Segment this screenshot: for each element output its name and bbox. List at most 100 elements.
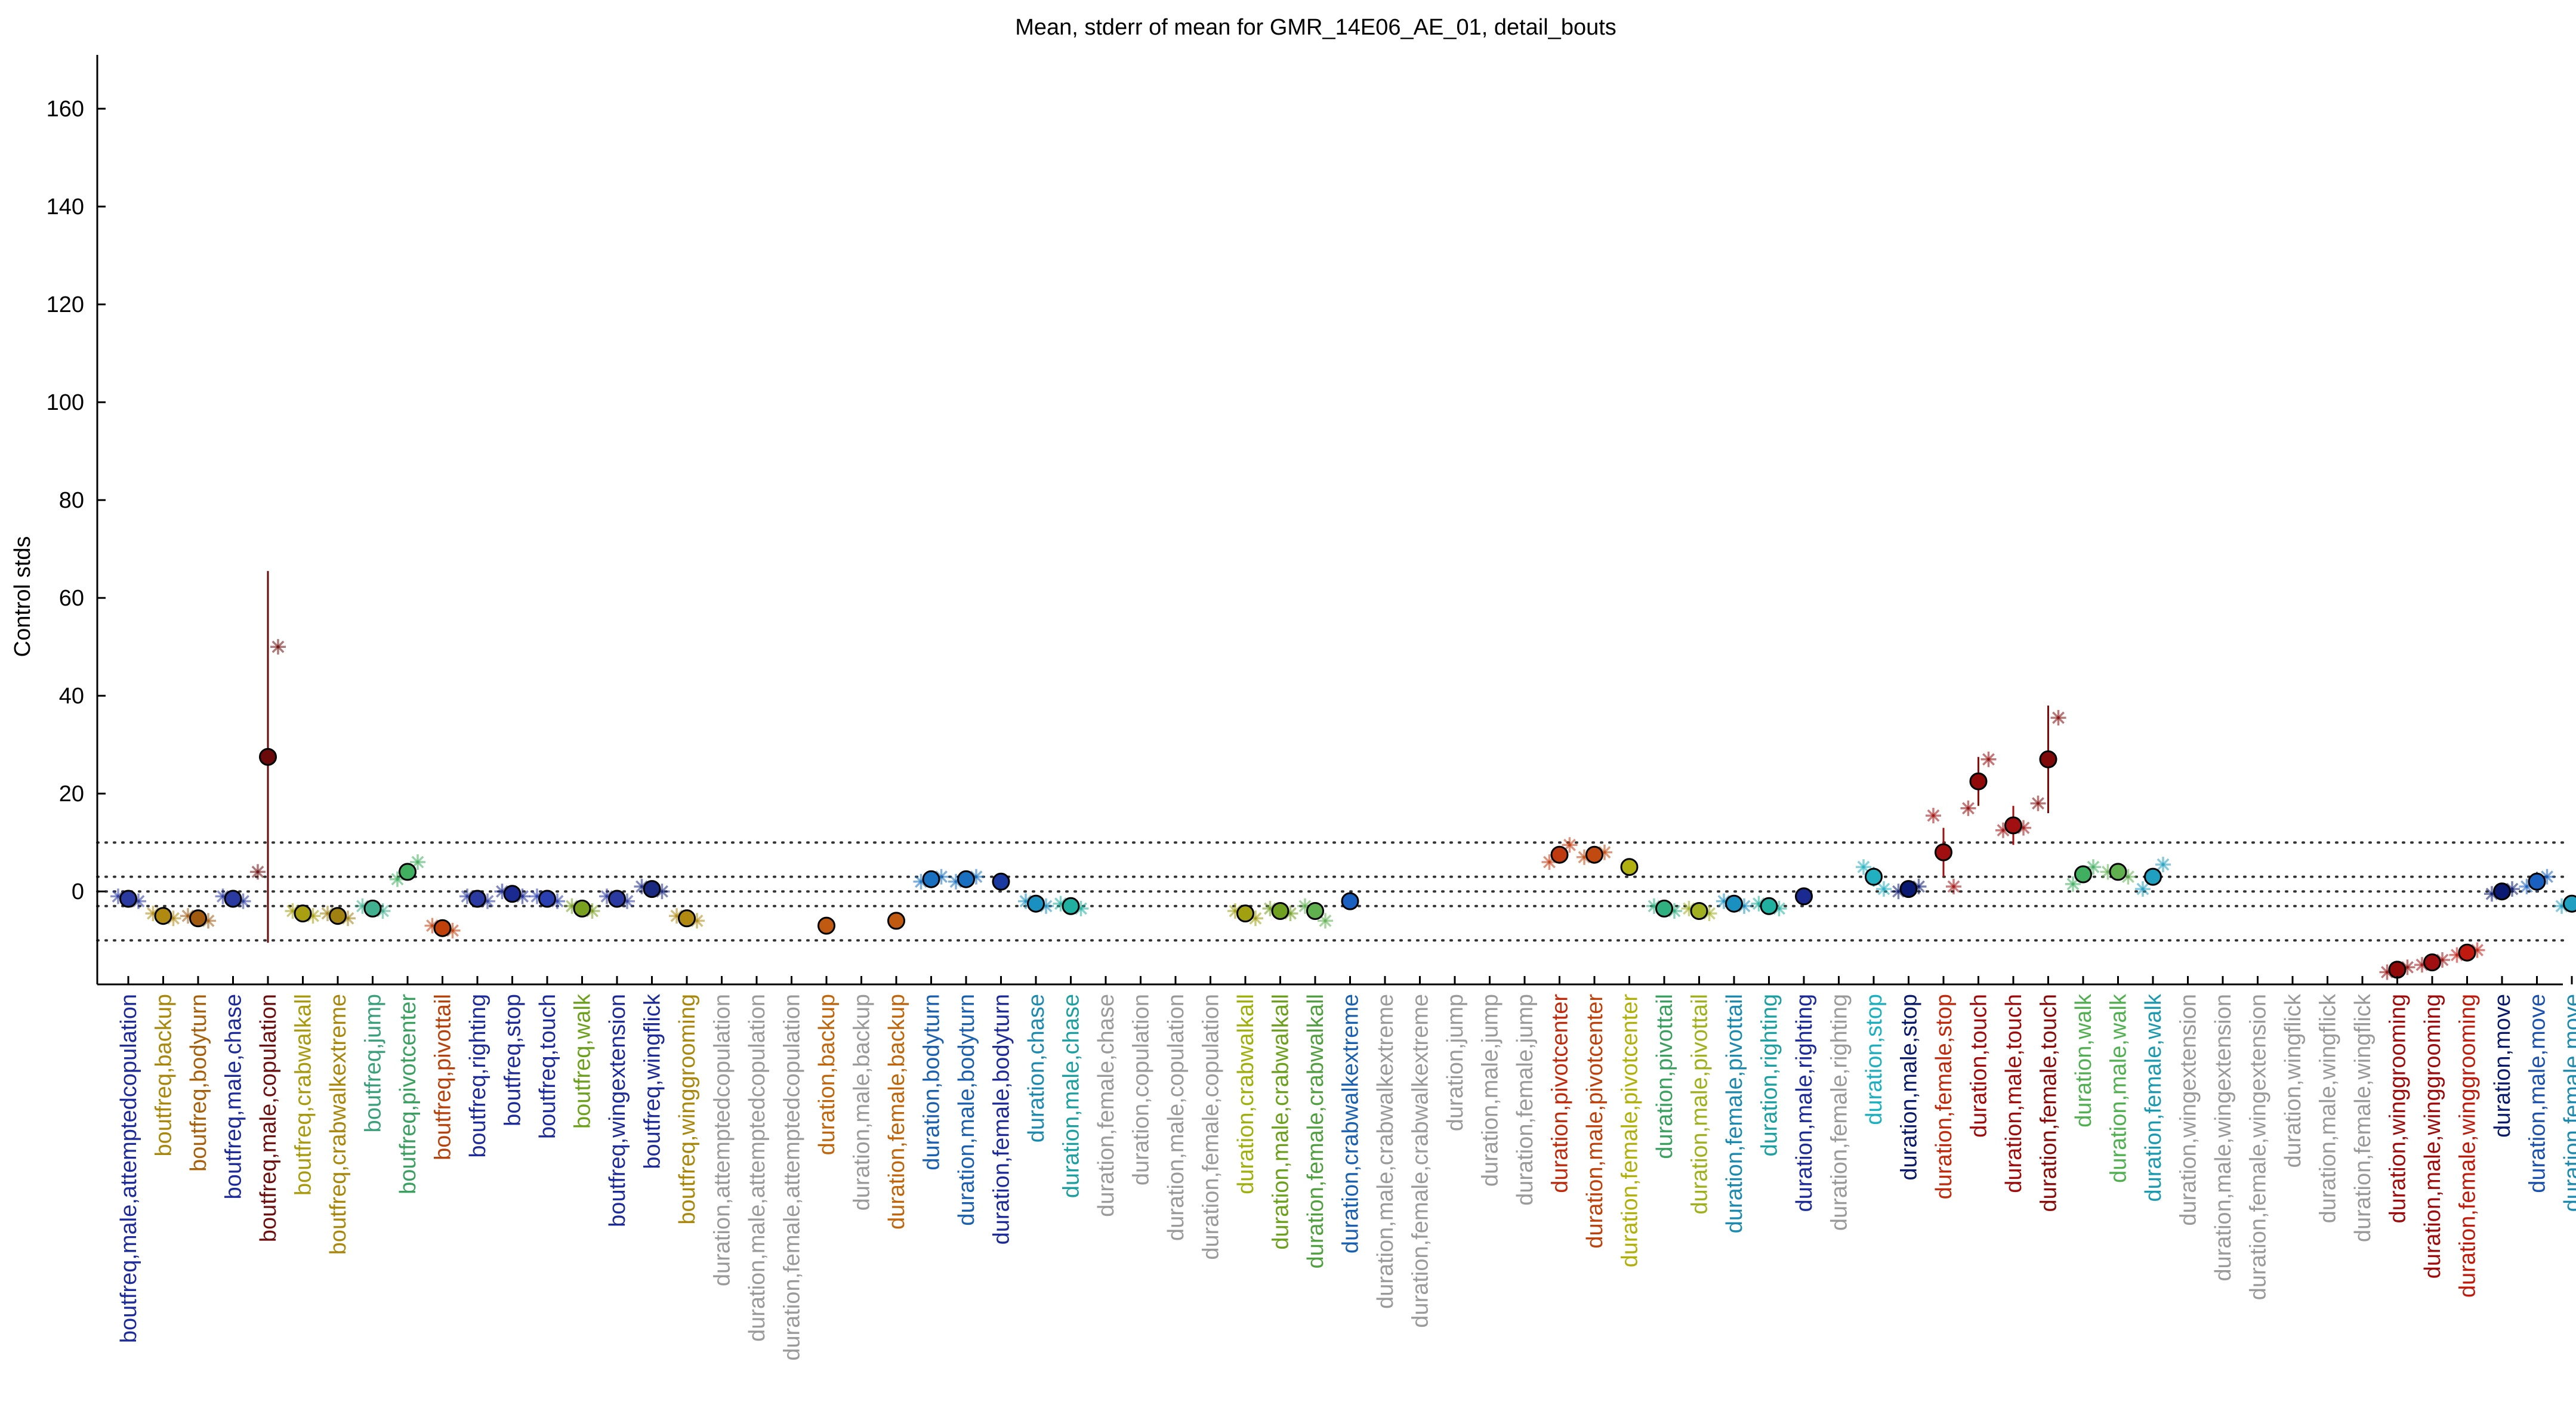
y-tick-label: 80 xyxy=(59,488,84,513)
sub-point-star xyxy=(1856,859,1871,875)
y-ticks: 0 20 40 60 80 100 120 140 160 xyxy=(47,97,106,904)
y-tick-label: 20 xyxy=(59,782,84,807)
x-tick-label: duration,bodyturn xyxy=(920,994,945,1171)
mean-marker xyxy=(1550,845,1569,864)
x-tick-label: duration,female,crabwalkall xyxy=(1303,994,1328,1268)
x-tick-label: duration,female,crabwalkextreme xyxy=(1408,994,1433,1328)
x-tick-label: duration,male,touch xyxy=(2001,994,2026,1193)
mean-marker xyxy=(1585,845,1603,864)
x-tick-label: boutfreq,male,chase xyxy=(221,994,246,1199)
sub-point-star-stroke xyxy=(1298,900,1312,913)
x-tick-label: boutfreq,crabwalkall xyxy=(291,994,316,1196)
sub-point-star xyxy=(2155,857,2171,873)
x-tick-label: duration,male,jump xyxy=(1478,994,1503,1187)
mean-marker xyxy=(817,916,835,935)
mean-marker xyxy=(678,909,696,928)
x-tick-label: boutfreq,pivotcenter xyxy=(396,994,421,1194)
x-tick-label: boutfreq,bodyturn xyxy=(186,994,211,1172)
axes xyxy=(96,55,2563,986)
x-tick-label: duration,wingflick xyxy=(2281,993,2306,1168)
x-tick-label: duration,female,wingflick xyxy=(2350,993,2376,1242)
mean-marker xyxy=(189,909,207,928)
x-tick-label: boutfreq,pivottail xyxy=(431,994,456,1160)
sub-point-star-stroke xyxy=(1857,860,1870,873)
x-tick-label: duration,male,pivottail xyxy=(1687,994,1713,1215)
x-tick-label: duration,stop xyxy=(1862,994,1887,1125)
chart-title: Mean, stderr of mean for GMR_14E06_AE_01… xyxy=(1015,15,1616,40)
x-tick-label: duration,pivotcenter xyxy=(1548,994,1573,1193)
x-tick-label: duration,male,winggrooming xyxy=(2420,994,2445,1279)
sub-point-star-stroke xyxy=(1249,912,1262,925)
mean-marker xyxy=(259,748,277,766)
mean-marker xyxy=(608,890,626,908)
x-tick-label: duration,male,backup xyxy=(850,994,875,1210)
mean-marker xyxy=(433,919,452,937)
mean-marker xyxy=(2004,816,2022,835)
mean-marker xyxy=(1969,772,1988,790)
x-tick-label: duration,male,pivotcenter xyxy=(1582,994,1608,1249)
mean-marker xyxy=(1062,897,1080,915)
mean-marker xyxy=(1341,892,1359,910)
mean-marker xyxy=(329,907,347,925)
x-tick-label: duration,wingextension xyxy=(2176,994,2201,1226)
mean-marker xyxy=(1795,887,1813,906)
y-tick-label: 100 xyxy=(47,390,84,415)
x-tick-label: boutfreq,crabwalkextreme xyxy=(326,994,351,1255)
sub-point-star xyxy=(270,639,286,655)
x-tick-label: duration,female,righting xyxy=(1827,994,1852,1231)
mean-marker xyxy=(2109,863,2127,881)
x-tick-label: duration,male,walk xyxy=(2106,993,2131,1183)
x-tick-label: boutfreq,winggrooming xyxy=(675,994,700,1225)
sub-point-star xyxy=(1018,893,1034,909)
mean-marker xyxy=(2528,872,2546,891)
y-tick-label: 40 xyxy=(59,684,84,709)
mean-marker xyxy=(1865,867,1883,886)
x-tick-label: boutfreq,righting xyxy=(465,994,490,1158)
y-tick-label: 160 xyxy=(47,97,84,122)
mean-marker xyxy=(1655,899,1673,918)
x-tick-label: duration,female,chase xyxy=(1094,994,1119,1217)
mean-marker xyxy=(154,907,172,925)
x-tick-label: duration,touch xyxy=(1967,994,1992,1138)
x-tick-label: duration,female,touch xyxy=(2037,994,2062,1212)
y-tick-label: 140 xyxy=(47,194,84,220)
sub-point-star xyxy=(1926,808,1941,824)
x-tick-label: duration,male,wingflick xyxy=(2316,993,2341,1223)
mean-marker xyxy=(2458,943,2476,962)
plot-marks xyxy=(110,571,2576,980)
mean-marker xyxy=(2563,894,2576,913)
mean-marker xyxy=(503,885,522,903)
x-tick-label: duration,male,stop xyxy=(1897,994,1922,1181)
x-tick-label: boutfreq,wingflick xyxy=(640,993,665,1169)
x-tick-label: duration,male,chase xyxy=(1059,994,1084,1198)
sub-point-star-stroke xyxy=(251,865,264,878)
mean-marker xyxy=(1935,843,1952,861)
sub-point-star-stroke xyxy=(2136,882,2149,895)
x-tick-label: duration,female,pivottail xyxy=(1722,994,1747,1233)
x-tick-label: duration,male,attemptedcopulation xyxy=(745,994,770,1342)
sub-point-star-stroke xyxy=(2032,797,2044,810)
x-tick-label: duration,female,move xyxy=(2560,994,2576,1212)
x-tick-label: duration,male,crabwalkall xyxy=(1269,994,1294,1250)
sub-point-star xyxy=(2050,710,2066,726)
x-tick-label: duration,chase xyxy=(1024,994,1049,1142)
mean-marker xyxy=(2074,865,2092,884)
x-tick-label: boutfreq,stop xyxy=(501,994,526,1126)
x-tick-label: boutfreq,wingextension xyxy=(605,994,630,1227)
sub-point-star-stroke xyxy=(1982,753,1995,766)
sub-point-star-stroke xyxy=(1962,802,1975,815)
sub-point-star-stroke xyxy=(1877,882,1890,895)
sub-point-star xyxy=(2030,795,2046,811)
x-tick-label: duration,male,righting xyxy=(1792,994,1817,1212)
mean-marker xyxy=(1236,904,1254,923)
x-tick-label: duration,male,move xyxy=(2525,994,2550,1193)
x-tick-label: duration,pivottail xyxy=(1652,994,1677,1159)
x-tick-label: duration,copulation xyxy=(1129,994,1154,1185)
mean-marker xyxy=(2039,750,2057,768)
x-tick-label: duration,winggrooming xyxy=(2386,994,2411,1223)
x-tick-label: duration,crabwalkextreme xyxy=(1338,994,1363,1253)
mean-marker xyxy=(224,890,242,908)
mean-marker xyxy=(119,890,137,908)
mean-marker xyxy=(363,899,382,918)
